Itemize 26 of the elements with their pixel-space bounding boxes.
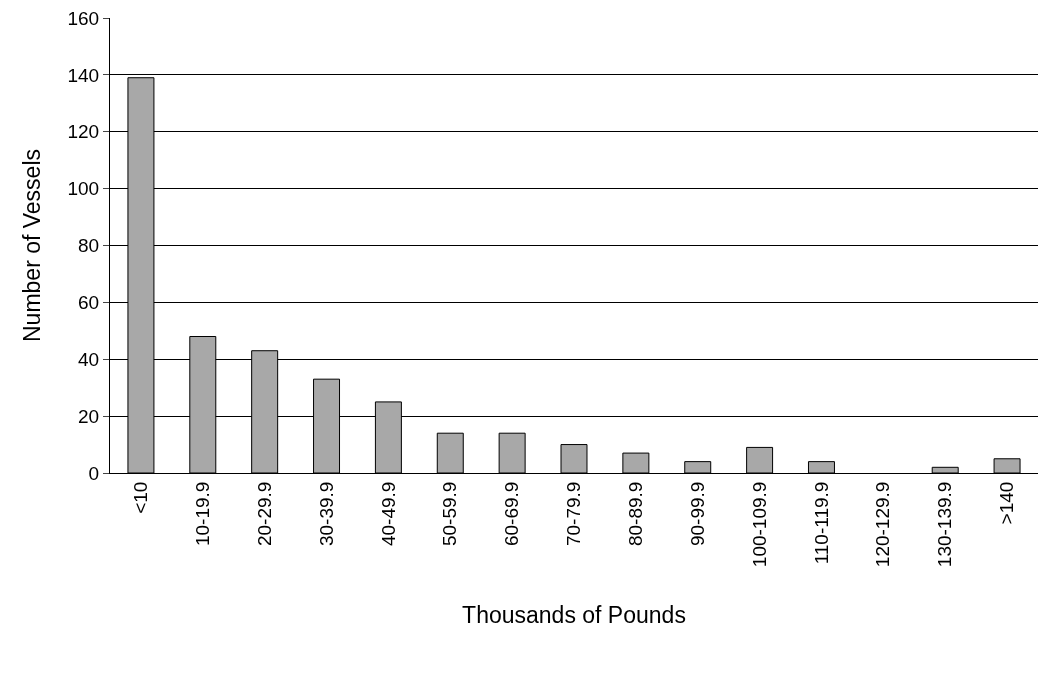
y-tick-label: 40 bbox=[78, 348, 100, 370]
y-tick-label: 120 bbox=[67, 121, 100, 143]
y-tick-label: 80 bbox=[78, 235, 100, 257]
x-tick-label: <10 bbox=[130, 481, 152, 514]
x-tick-label: 110-119.9 bbox=[810, 481, 832, 565]
x-tick-label: 10-19.9 bbox=[191, 481, 213, 547]
x-tick-label: 100-109.9 bbox=[748, 481, 770, 568]
x-tick-label: 130-139.9 bbox=[934, 481, 956, 568]
x-tick-label: 90-99.9 bbox=[686, 481, 708, 547]
x-tick-label: >140 bbox=[996, 481, 1018, 525]
x-tick-label: 50-59.9 bbox=[439, 481, 461, 547]
y-tick-label: 160 bbox=[67, 7, 100, 29]
x-tick-label: 40-49.9 bbox=[377, 481, 399, 547]
y-tick-label: 100 bbox=[67, 178, 100, 200]
x-tick-label: 120-129.9 bbox=[872, 481, 894, 568]
y-axis-title: Number of Vessels bbox=[18, 148, 45, 343]
x-tick-label: 30-39.9 bbox=[315, 481, 337, 547]
x-tick-label: 80-89.9 bbox=[625, 481, 647, 547]
x-tick-label: 20-29.9 bbox=[253, 481, 275, 547]
x-axis-title: Thousands of Pounds bbox=[462, 601, 686, 628]
y-tick-label: 20 bbox=[78, 405, 100, 427]
x-tick-label: 60-69.9 bbox=[501, 481, 523, 547]
x-tick-label: 70-79.9 bbox=[563, 481, 585, 547]
y-tick-label: 60 bbox=[78, 292, 100, 314]
y-tick-label: 140 bbox=[67, 64, 100, 86]
y-tick-label: 0 bbox=[88, 462, 100, 484]
